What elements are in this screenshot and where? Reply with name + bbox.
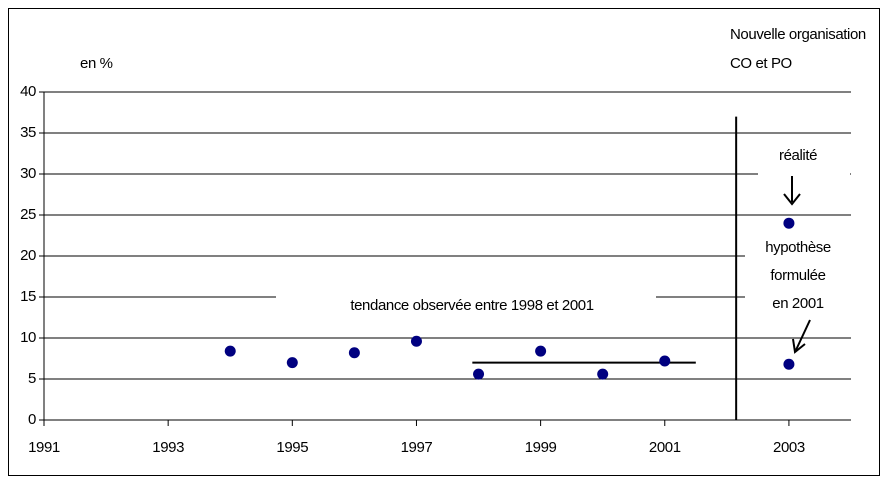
y-tick-label: 25 bbox=[20, 206, 36, 223]
data-point bbox=[410, 335, 422, 347]
data-point bbox=[224, 345, 236, 357]
y-tick-label: 20 bbox=[20, 247, 36, 264]
x-tick-label: 1991 bbox=[28, 439, 60, 456]
y-tick-label: 5 bbox=[28, 370, 36, 387]
label-bg bbox=[276, 284, 656, 308]
y-tick-label: 40 bbox=[20, 83, 36, 100]
annotation: Nouvelle organisation bbox=[730, 26, 866, 43]
data-point bbox=[286, 357, 298, 369]
annotation: CO et PO bbox=[730, 55, 792, 72]
data-point bbox=[348, 347, 360, 359]
data-point bbox=[783, 358, 795, 370]
annotation: réalité bbox=[779, 147, 817, 164]
data-point bbox=[659, 355, 671, 367]
y-tick-label: 35 bbox=[20, 124, 36, 141]
y-tick-label: 0 bbox=[28, 411, 36, 428]
data-point bbox=[473, 368, 485, 380]
y-tick-label: 30 bbox=[20, 165, 36, 182]
annotation: formulée bbox=[770, 267, 825, 284]
data-point bbox=[597, 368, 609, 380]
x-tick-label: 1999 bbox=[525, 439, 557, 456]
y-axis-label: en % bbox=[80, 55, 113, 72]
x-tick-label: 1995 bbox=[276, 439, 308, 456]
x-tick-label: 2003 bbox=[773, 439, 805, 456]
chart-frame bbox=[8, 8, 880, 476]
x-tick-label: 2001 bbox=[649, 439, 681, 456]
data-point bbox=[783, 217, 795, 229]
y-tick-label: 15 bbox=[20, 288, 36, 305]
data-point bbox=[535, 345, 547, 357]
label-bg bbox=[758, 160, 850, 188]
annotation: tendance observée entre 1998 et 2001 bbox=[350, 297, 593, 314]
label-bg bbox=[745, 238, 851, 308]
arrow bbox=[783, 176, 811, 354]
x-tick-label: 1997 bbox=[401, 439, 433, 456]
y-tick-label: 10 bbox=[20, 329, 36, 346]
x-tick-label: 1993 bbox=[152, 439, 184, 456]
annotation: en 2001 bbox=[772, 295, 823, 312]
annotation: hypothèse bbox=[765, 239, 831, 256]
